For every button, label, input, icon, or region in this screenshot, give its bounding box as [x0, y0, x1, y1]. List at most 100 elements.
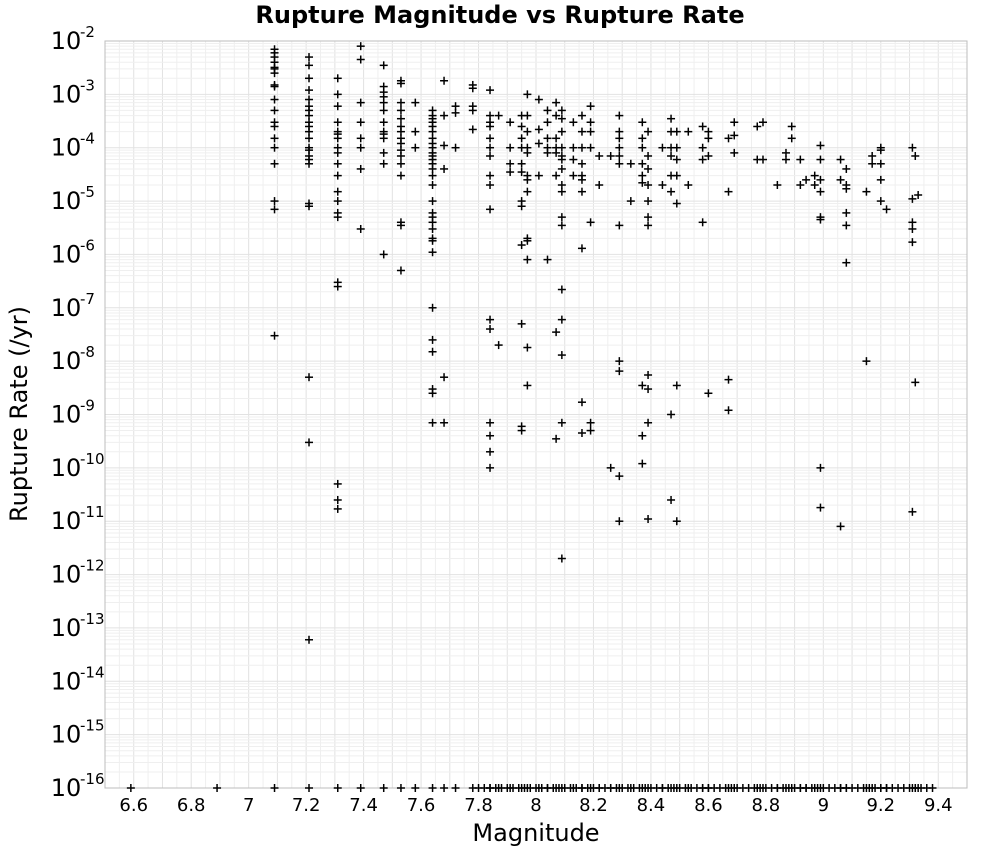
data-point — [411, 143, 420, 152]
data-point — [730, 131, 739, 140]
data-point — [638, 143, 647, 152]
data-point — [842, 184, 851, 193]
data-point — [379, 98, 388, 107]
data-point — [270, 197, 279, 206]
data-point — [911, 151, 920, 160]
data-point — [333, 282, 342, 291]
y-tick-base: 10 — [51, 80, 82, 108]
data-point — [876, 146, 885, 155]
y-tick-exponent: -7 — [80, 290, 95, 308]
data-point — [379, 159, 388, 168]
data-point — [658, 143, 667, 152]
data-point — [356, 164, 365, 173]
data-point — [440, 111, 449, 120]
data-point — [356, 143, 365, 152]
data-point — [658, 181, 667, 190]
data-point — [684, 181, 693, 190]
data-point — [796, 155, 805, 164]
data-point — [557, 213, 566, 222]
data-point — [333, 213, 342, 222]
data-point — [451, 143, 460, 152]
data-point — [396, 98, 405, 107]
data-point — [440, 784, 449, 792]
data-point — [356, 55, 365, 64]
data-point — [615, 221, 624, 230]
data-point — [557, 285, 566, 294]
data-point — [672, 517, 681, 526]
data-point — [543, 148, 552, 157]
data-point — [557, 155, 566, 164]
data-point — [836, 175, 845, 184]
data-point — [577, 187, 586, 196]
data-point — [333, 134, 342, 143]
data-point — [638, 134, 647, 143]
data-point — [270, 134, 279, 143]
data-point — [816, 503, 825, 512]
data-point — [557, 164, 566, 173]
grid — [104, 41, 968, 789]
data-point — [810, 181, 819, 190]
data-point — [468, 125, 477, 134]
data-point — [781, 155, 790, 164]
data-point — [644, 418, 653, 427]
data-point — [914, 190, 923, 199]
data-point — [577, 244, 586, 253]
data-point — [787, 134, 796, 143]
data-point — [557, 127, 566, 136]
data-point — [836, 155, 845, 164]
data-point — [557, 221, 566, 230]
y-tick-exponent: -3 — [80, 76, 95, 94]
y-tick-label: 10-16 — [51, 770, 105, 802]
data-point — [552, 134, 561, 143]
x-axis-label: Magnitude — [472, 819, 599, 847]
data-point — [586, 418, 595, 427]
data-point — [672, 171, 681, 180]
data-point — [451, 784, 460, 792]
data-point — [868, 151, 877, 160]
data-point — [569, 155, 578, 164]
y-tick-label: 10-3 — [51, 76, 95, 108]
data-point — [428, 347, 437, 356]
data-point — [724, 134, 733, 143]
data-point — [557, 315, 566, 324]
y-tick-label: 10-9 — [51, 397, 95, 429]
data-point — [787, 122, 796, 131]
data-point — [876, 175, 885, 184]
data-point — [396, 114, 405, 123]
data-point — [698, 122, 707, 131]
data-point — [213, 784, 222, 792]
data-point — [333, 197, 342, 206]
y-tick-base: 10 — [51, 721, 82, 749]
data-point — [356, 42, 365, 51]
data-point — [644, 164, 653, 173]
data-point — [270, 106, 279, 115]
y-tick-label: 10-11 — [51, 503, 105, 535]
data-point — [379, 61, 388, 70]
data-point — [486, 134, 495, 143]
y-tick-base: 10 — [51, 240, 82, 268]
y-tick-base: 10 — [51, 347, 82, 375]
data-point — [704, 151, 713, 160]
x-tick-label: 8 — [530, 795, 541, 816]
data-point — [411, 98, 420, 107]
data-point — [523, 90, 532, 99]
data-point — [379, 118, 388, 127]
data-point — [270, 122, 279, 131]
data-point — [876, 159, 885, 168]
data-point — [552, 148, 561, 157]
data-point — [517, 134, 526, 143]
data-point — [638, 159, 647, 168]
data-point — [667, 114, 676, 123]
y-tick-exponent: -15 — [80, 717, 105, 735]
data-point — [595, 151, 604, 160]
data-point — [486, 86, 495, 95]
data-point — [638, 171, 647, 180]
data-point — [724, 187, 733, 196]
data-point — [396, 784, 405, 792]
data-point — [396, 106, 405, 115]
data-point — [615, 517, 624, 526]
data-point — [552, 171, 561, 180]
data-point — [517, 319, 526, 328]
data-point — [816, 155, 825, 164]
data-point — [333, 148, 342, 157]
